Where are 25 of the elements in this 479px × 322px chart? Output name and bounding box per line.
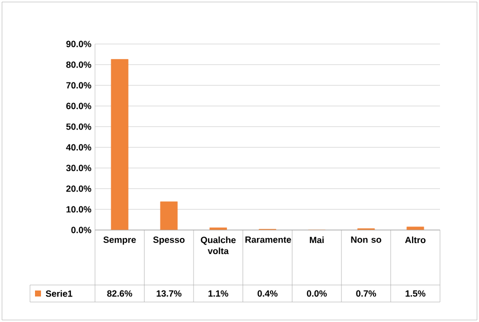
- x-tick-label: Non so: [351, 236, 382, 243]
- y-tick-label: 80.0%: [66, 61, 92, 68]
- data-label: 13.7%: [156, 290, 182, 297]
- y-tick-label: 60.0%: [66, 102, 92, 110]
- data-label: 0.4%: [258, 290, 278, 297]
- y-tick-label: 0.0%: [71, 226, 92, 234]
- y-tick-label: 50.0%: [66, 123, 92, 130]
- y-tick-label: 10.0%: [66, 206, 92, 213]
- legend-label: Serie1: [46, 290, 72, 297]
- data-label: 0.7%: [356, 290, 376, 297]
- x-tick-label: Sempre: [103, 236, 136, 245]
- x-tick-label: Qualche volta: [200, 236, 236, 254]
- x-tick-label: Spesso: [153, 236, 185, 245]
- y-tick-label: 20.0%: [66, 185, 92, 192]
- data-label: 82.6%: [107, 290, 132, 297]
- data-label: 1.1%: [208, 290, 228, 297]
- y-tick-label: 40.0%: [66, 144, 92, 151]
- x-tick-label: Altro: [405, 236, 426, 244]
- data-label: 1.5%: [406, 290, 426, 297]
- y-tick-label: 70.0%: [66, 82, 92, 89]
- y-tick-label: 30.0%: [66, 164, 92, 172]
- data-label: 0.0%: [306, 290, 327, 297]
- y-tick-label: 90.0%: [66, 40, 92, 48]
- x-tick-label: Raramente: [245, 236, 292, 243]
- x-tick-label: Mai: [310, 236, 324, 244]
